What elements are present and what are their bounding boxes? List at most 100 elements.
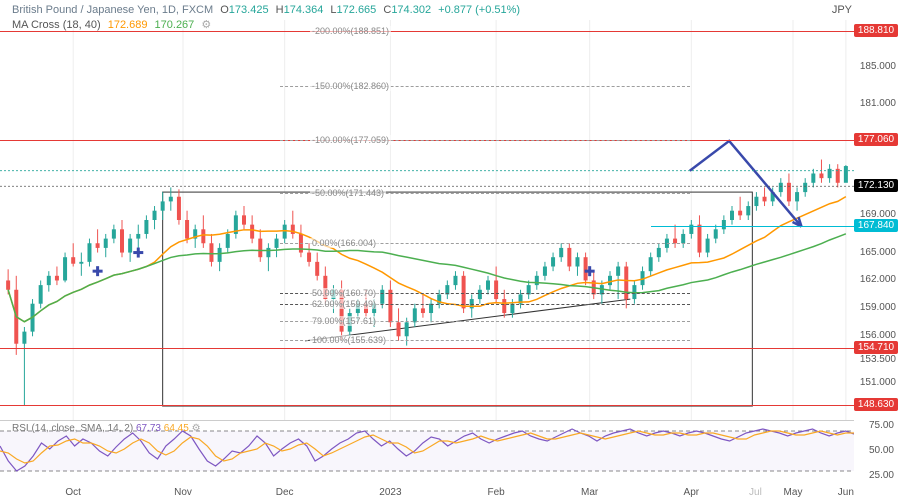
rsi-panel[interactable]: RSI (14, close, SMA, 14, 2) 67.73 64.45 … [0, 420, 854, 480]
candle[interactable] [575, 257, 579, 266]
candle[interactable] [494, 280, 498, 299]
horizontal-line[interactable] [0, 348, 854, 349]
fib-label: -50.00%(171.443) [310, 188, 386, 198]
candle[interactable] [429, 304, 433, 313]
candle[interactable] [754, 197, 758, 206]
candle[interactable] [169, 197, 173, 202]
candle[interactable] [250, 225, 254, 239]
candle[interactable] [22, 332, 26, 344]
candle[interactable] [828, 169, 832, 178]
candle[interactable] [120, 229, 124, 252]
candle[interactable] [706, 239, 710, 253]
candle[interactable] [209, 243, 213, 262]
candle[interactable] [567, 248, 571, 267]
candle[interactable] [79, 262, 83, 264]
ma-cross-label: MA Cross (18, 40) [12, 19, 101, 31]
candle[interactable] [397, 322, 401, 336]
candle[interactable] [746, 206, 750, 215]
candle[interactable] [136, 234, 140, 239]
candle[interactable] [657, 248, 661, 257]
candle[interactable] [96, 243, 100, 248]
candle[interactable] [730, 211, 734, 220]
time-tick: Mar [581, 487, 598, 498]
range-rectangle[interactable] [163, 192, 753, 406]
candle[interactable] [779, 183, 783, 192]
candle[interactable] [405, 322, 409, 336]
candle[interactable] [128, 239, 132, 253]
price-level-label: 167.840 [854, 219, 898, 232]
candle[interactable] [201, 229, 205, 243]
candle[interactable] [307, 253, 311, 262]
price-axis[interactable]: 188.810185.000181.000177.060172.130169.0… [854, 20, 900, 420]
candle[interactable] [584, 257, 588, 280]
ma-value-1: 172.689 [108, 19, 148, 31]
candle[interactable] [87, 243, 91, 262]
candle[interactable] [161, 201, 165, 210]
candle[interactable] [543, 267, 547, 276]
candle[interactable] [283, 225, 287, 239]
time-axis[interactable]: OctNovDec2023FebMarAprMayJunJul [0, 482, 850, 498]
candle[interactable] [55, 276, 59, 281]
candle[interactable] [722, 220, 726, 229]
candle[interactable] [39, 285, 43, 304]
candle[interactable] [266, 248, 270, 257]
rsi-settings-icon[interactable]: ⚙ [192, 423, 201, 434]
candle[interactable] [624, 267, 628, 300]
candle[interactable] [242, 215, 246, 224]
candle[interactable] [803, 183, 807, 192]
price-tick: 156.000 [854, 330, 896, 341]
settings-icon[interactable]: ⚙ [201, 19, 211, 31]
candle[interactable] [71, 257, 75, 264]
candle[interactable] [315, 262, 319, 276]
candle[interactable] [844, 166, 848, 183]
price-tick: 153.500 [854, 354, 896, 365]
candle[interactable] [559, 248, 563, 257]
candle[interactable] [551, 257, 555, 266]
candle[interactable] [714, 229, 718, 238]
candle[interactable] [63, 257, 67, 280]
candle[interactable] [608, 276, 612, 285]
candle[interactable] [291, 225, 295, 234]
candle[interactable] [811, 173, 815, 182]
horizontal-line[interactable] [0, 405, 854, 406]
price-level-label: 154.710 [854, 341, 898, 354]
candle[interactable] [258, 239, 262, 258]
candle[interactable] [144, 220, 148, 234]
candle[interactable] [763, 197, 767, 202]
main-price-chart[interactable]: -200.00%(188.851)-150.00%(182.860)-100.0… [0, 20, 854, 420]
candle[interactable] [104, 239, 108, 248]
candle[interactable] [388, 290, 392, 323]
candle[interactable] [787, 183, 791, 202]
projection-arrow[interactable] [690, 141, 802, 227]
instrument-name[interactable]: British Pound / Japanese Yen, 1D, FXCM [12, 4, 213, 16]
candle[interactable] [681, 234, 685, 243]
candle[interactable] [819, 173, 823, 178]
candle[interactable] [502, 299, 506, 313]
candle[interactable] [795, 192, 799, 201]
candle[interactable] [112, 229, 116, 238]
candle[interactable] [185, 220, 189, 239]
ohlc-change: +0.877 (+0.51%) [438, 4, 520, 16]
candle[interactable] [226, 234, 230, 248]
horizontal-line[interactable] [651, 226, 854, 227]
candle[interactable] [153, 211, 157, 220]
candle[interactable] [421, 308, 425, 313]
candle[interactable] [535, 276, 539, 285]
candle[interactable] [177, 197, 181, 220]
candle[interactable] [616, 267, 620, 276]
candle[interactable] [510, 304, 514, 313]
candle[interactable] [275, 239, 279, 248]
time-tick: Nov [174, 487, 192, 498]
candle[interactable] [738, 211, 742, 216]
candle[interactable] [649, 257, 653, 271]
candle[interactable] [453, 276, 457, 285]
candle[interactable] [47, 276, 51, 285]
candle[interactable] [486, 280, 490, 289]
candle[interactable] [413, 308, 417, 322]
candle[interactable] [478, 290, 482, 299]
candle[interactable] [6, 280, 10, 289]
price-tick: 165.000 [854, 247, 896, 258]
candle[interactable] [697, 225, 701, 253]
candle[interactable] [218, 248, 222, 262]
time-tick: Apr [684, 487, 700, 498]
